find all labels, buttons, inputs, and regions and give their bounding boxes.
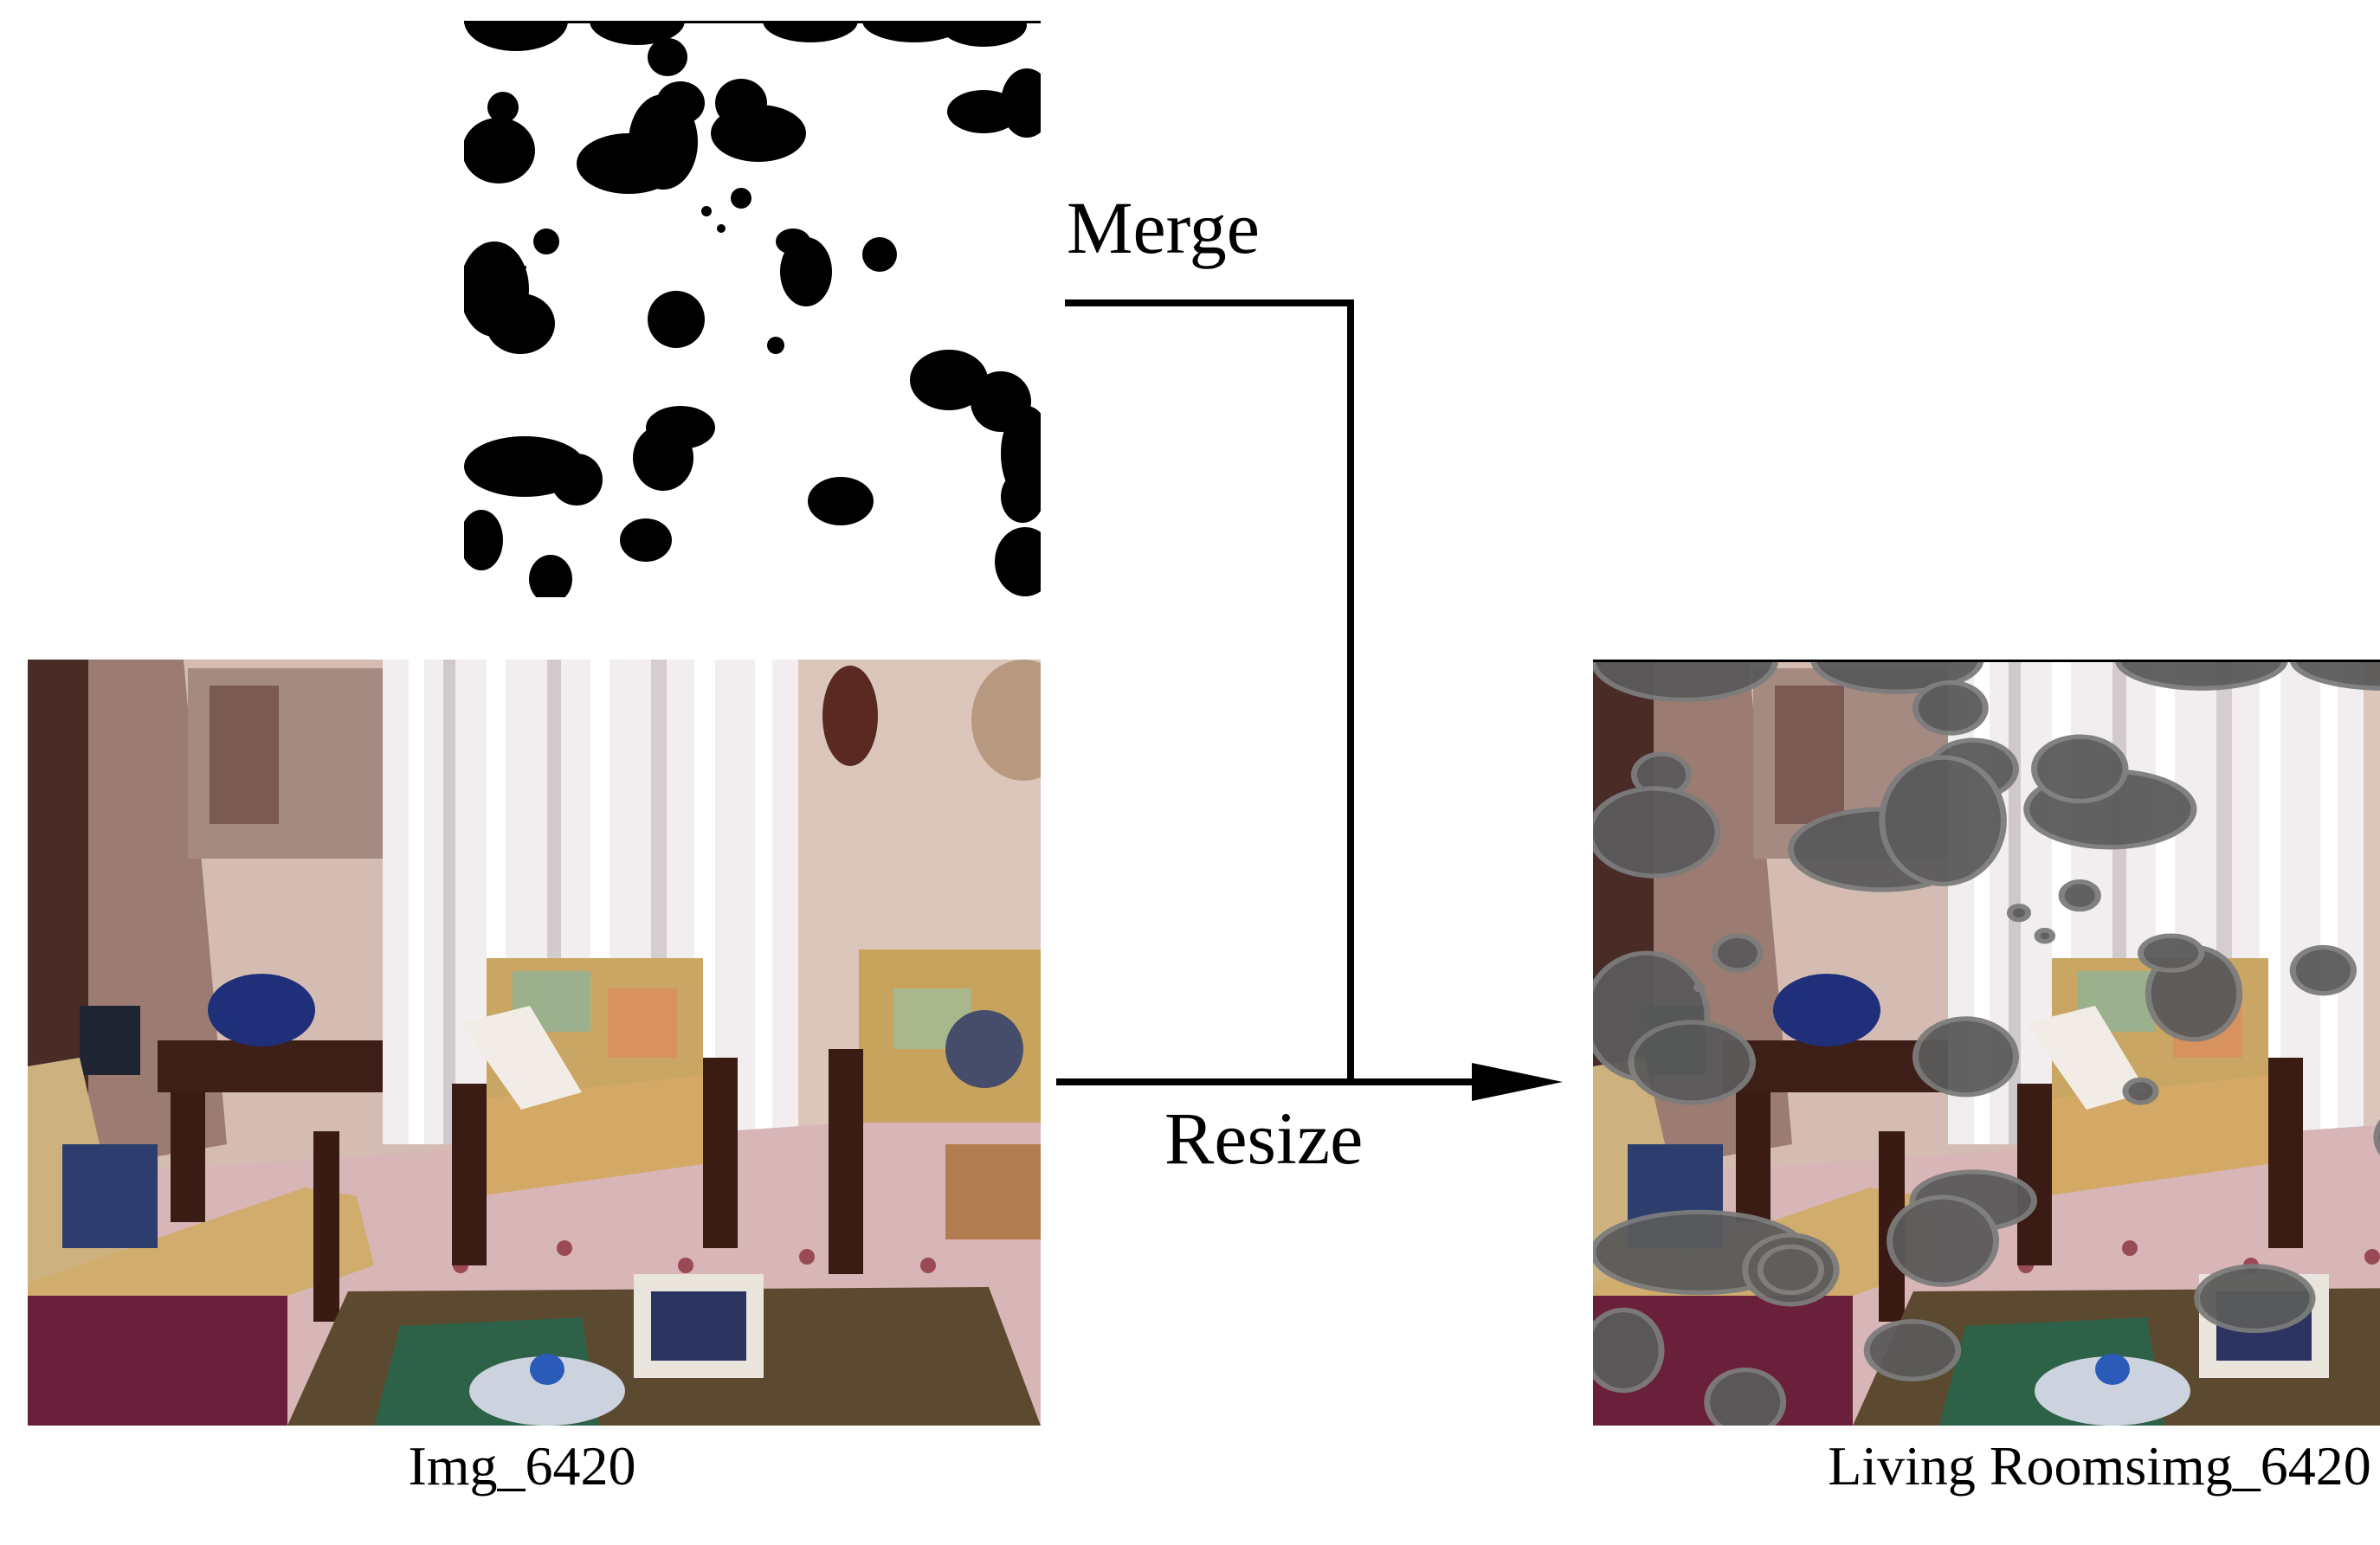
output-masked-room-photo — [1593, 660, 2380, 1426]
merge-connector-line — [1065, 299, 1354, 1082]
arrowhead-icon — [1472, 1063, 1563, 1101]
merge-label: Merge — [1067, 186, 1260, 269]
random-mask-image — [464, 21, 1041, 597]
output-image-caption: Living Roomsimg_6420 — [1828, 1435, 2371, 1497]
input-image-caption: Img_6420 — [408, 1435, 635, 1497]
resize-label: Resize — [1164, 1097, 1363, 1180]
input-room-photo — [28, 660, 1041, 1426]
